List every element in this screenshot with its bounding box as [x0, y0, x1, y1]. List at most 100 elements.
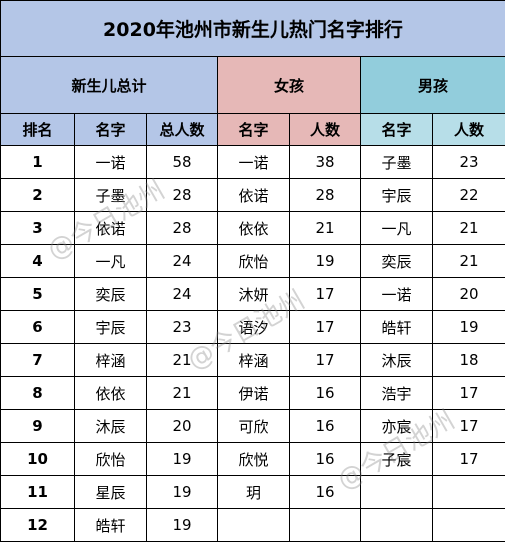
cell-rank: 10: [0, 442, 75, 476]
header-total-count: 总人数: [146, 113, 218, 146]
cell-rank: 7: [0, 343, 75, 377]
cell-girl-name: 一诺: [217, 145, 290, 179]
cell-boy-count: 19: [432, 310, 505, 344]
cell-boy-name: 子宸: [360, 442, 433, 476]
cell-name: 欣怡: [74, 442, 147, 476]
cell-total: 19: [146, 508, 218, 542]
cell-boy-count: 17: [432, 376, 505, 410]
table-row: 1 一诺 58 一诺 38 子墨 23: [0, 145, 505, 179]
cell-name: 依诺: [74, 211, 147, 245]
cell-rank: 12: [0, 508, 75, 542]
table-row: 4 一凡 24 欣怡 19 奕辰 21: [0, 244, 505, 278]
table-row: 7 梓涵 21 梓涵 17 沐辰 18: [0, 343, 505, 377]
header-boy-name: 名字: [360, 113, 433, 146]
cell-rank: 11: [0, 475, 75, 509]
table-title: 2020年池州市新生儿热门名字排行: [0, 0, 505, 57]
header-name: 名字: [74, 113, 147, 146]
header-girl-count: 人数: [289, 113, 361, 146]
cell-boy-count: 17: [432, 442, 505, 476]
cell-name: 一凡: [74, 244, 147, 278]
group-total-header: 新生儿总计: [0, 56, 218, 114]
cell-girl-count: 16: [289, 376, 361, 410]
cell-boy-count: [432, 475, 505, 509]
cell-girl-count: 19: [289, 244, 361, 278]
cell-boy-count: 22: [432, 178, 505, 212]
cell-boy-name: [360, 475, 433, 509]
cell-name: 梓涵: [74, 343, 147, 377]
cell-rank: 9: [0, 409, 75, 443]
cell-rank: 6: [0, 310, 75, 344]
cell-boy-count: 21: [432, 211, 505, 245]
table-row: 6 宇辰 23 语汐 17 皓轩 19: [0, 310, 505, 344]
cell-name: 一诺: [74, 145, 147, 179]
cell-total: 24: [146, 277, 218, 311]
cell-name: 皓轩: [74, 508, 147, 542]
cell-boy-name: 浩宇: [360, 376, 433, 410]
table-row: 10 欣怡 19 欣悦 16 子宸 17: [0, 442, 505, 476]
table-row: 8 依依 21 伊诺 16 浩宇 17: [0, 376, 505, 410]
cell-rank: 8: [0, 376, 75, 410]
cell-girl-count: 38: [289, 145, 361, 179]
header-boy-count: 人数: [432, 113, 505, 146]
cell-total: 24: [146, 244, 218, 278]
header-rank: 排名: [0, 113, 75, 146]
cell-name: 依依: [74, 376, 147, 410]
cell-rank: 2: [0, 178, 75, 212]
cell-boy-count: 17: [432, 409, 505, 443]
cell-girl-name: 梓涵: [217, 343, 290, 377]
cell-girl-count: 28: [289, 178, 361, 212]
cell-total: 28: [146, 211, 218, 245]
cell-girl-count: 21: [289, 211, 361, 245]
cell-boy-name: 宇辰: [360, 178, 433, 212]
cell-boy-name: 沐辰: [360, 343, 433, 377]
cell-boy-name: 子墨: [360, 145, 433, 179]
cell-girl-count: 16: [289, 475, 361, 509]
cell-boy-name: 皓轩: [360, 310, 433, 344]
table-row: 2 子墨 28 依诺 28 宇辰 22: [0, 178, 505, 212]
cell-total: 58: [146, 145, 218, 179]
cell-boy-count: 23: [432, 145, 505, 179]
cell-girl-name: 语汐: [217, 310, 290, 344]
cell-rank: 1: [0, 145, 75, 179]
group-girl-header: 女孩: [217, 56, 361, 114]
cell-girl-name: 玥: [217, 475, 290, 509]
cell-girl-name: [217, 508, 290, 542]
cell-girl-name: 欣悦: [217, 442, 290, 476]
cell-total: 28: [146, 178, 218, 212]
cell-boy-name: [360, 508, 433, 542]
table-row: 12 皓轩 19: [0, 508, 505, 542]
group-boy-header: 男孩: [360, 56, 505, 114]
cell-girl-count: 16: [289, 409, 361, 443]
cell-total: 21: [146, 376, 218, 410]
table-row: 3 依诺 28 依依 21 一凡 21: [0, 211, 505, 245]
cell-boy-name: 一凡: [360, 211, 433, 245]
cell-girl-name: 欣怡: [217, 244, 290, 278]
cell-name: 子墨: [74, 178, 147, 212]
cell-total: 20: [146, 409, 218, 443]
cell-total: 19: [146, 442, 218, 476]
cell-boy-count: 21: [432, 244, 505, 278]
cell-girl-count: 17: [289, 310, 361, 344]
cell-girl-name: 沐妍: [217, 277, 290, 311]
cell-total: 19: [146, 475, 218, 509]
cell-rank: 5: [0, 277, 75, 311]
cell-name: 沐辰: [74, 409, 147, 443]
cell-name: 宇辰: [74, 310, 147, 344]
cell-boy-name: 亦宸: [360, 409, 433, 443]
cell-girl-name: 伊诺: [217, 376, 290, 410]
cell-girl-count: 17: [289, 343, 361, 377]
cell-rank: 3: [0, 211, 75, 245]
cell-name: 星辰: [74, 475, 147, 509]
cell-boy-count: 20: [432, 277, 505, 311]
cell-girl-name: 依依: [217, 211, 290, 245]
cell-girl-name: 可欣: [217, 409, 290, 443]
cell-girl-name: 依诺: [217, 178, 290, 212]
cell-total: 21: [146, 343, 218, 377]
cell-girl-count: 16: [289, 442, 361, 476]
cell-girl-count: [289, 508, 361, 542]
cell-boy-count: 18: [432, 343, 505, 377]
table-row: 5 奕辰 24 沐妍 17 一诺 20: [0, 277, 505, 311]
cell-total: 23: [146, 310, 218, 344]
cell-boy-name: 一诺: [360, 277, 433, 311]
